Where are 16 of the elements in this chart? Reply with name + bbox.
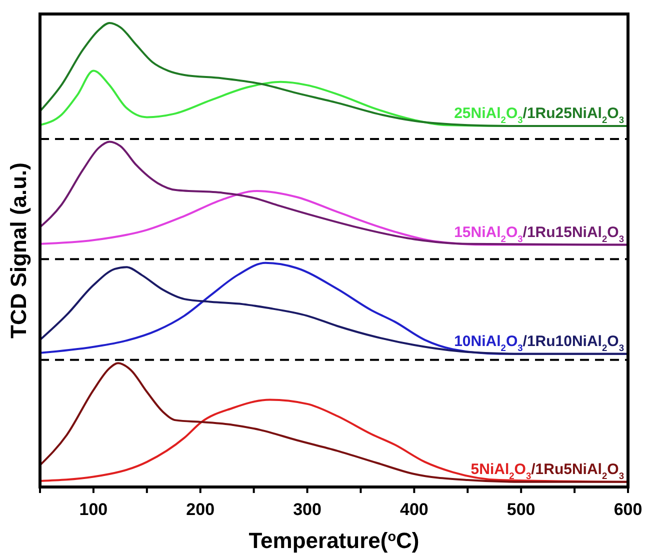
series-label: 10NiAl$_{2}$O$_{3}$ — [454, 332, 523, 353]
series-label: 25NiAl$_{2}$O$_{3}$ — [454, 105, 523, 126]
x-tick-label: 600 — [614, 500, 642, 519]
x-tick-label: 400 — [400, 500, 428, 519]
series-label: 5NiAl$_{2}$O$_{3}$ — [470, 460, 532, 481]
y-axis-title: TCD Signal (a.u.) — [6, 162, 31, 338]
x-tick-label: 500 — [506, 500, 536, 519]
series-label: /1Ru25NiAl$_{2}$O$_{3}$ — [522, 105, 624, 126]
x-tick-label: 300 — [293, 500, 322, 519]
x-tick-label: 200 — [186, 500, 215, 519]
series-label: /1Ru15NiAl$_{2}$O$_{3}$ — [522, 224, 624, 244]
x-tick-label: 100 — [79, 500, 108, 519]
x-axis-title: Temperature($^{o}$C) — [248, 528, 420, 553]
series-label: 15NiAl$_{2}$O$_{3}$ — [454, 224, 523, 244]
series-label: /1Ru10NiAl$_{2}$O$_{3}$ — [522, 332, 624, 353]
series-label: /1Ru5NiAl$_{2}$O$_{3}$ — [531, 460, 624, 481]
